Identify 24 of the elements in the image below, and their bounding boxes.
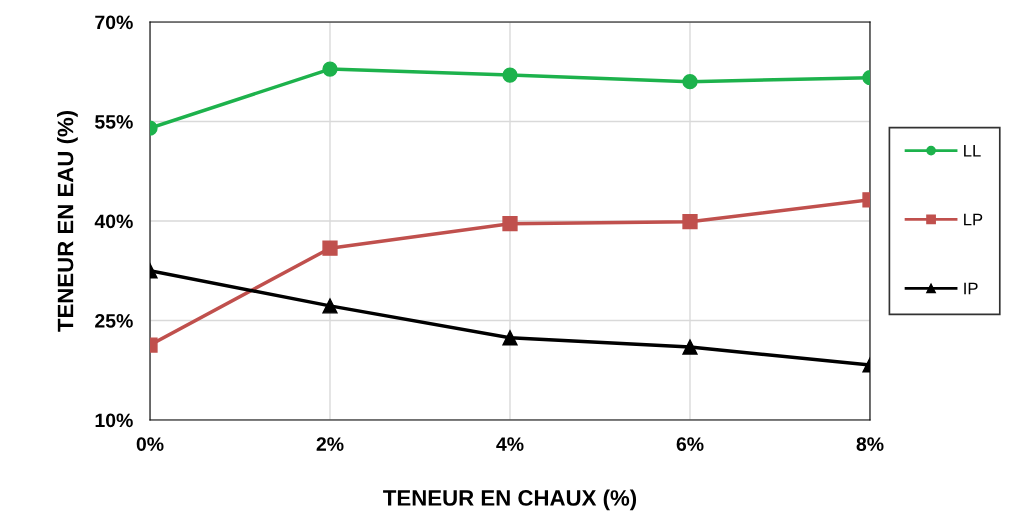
- point: [322, 298, 338, 314]
- legend-label: LL: [964, 144, 981, 157]
- legend-label: IP: [964, 282, 978, 295]
- x-axis-title: TENEUR EN CHAUX (%): [383, 489, 637, 511]
- x-tick-label: 0%: [136, 437, 164, 451]
- legend-label: LP: [964, 213, 983, 226]
- point: [502, 67, 518, 83]
- x-tick-label: 2%: [316, 437, 344, 451]
- y-tick-label: 70%: [95, 15, 133, 30]
- point: [322, 240, 338, 256]
- x-tick-label: 8%: [856, 437, 884, 451]
- x-tick-label: 6%: [676, 437, 704, 451]
- y-axis-title: TENEUR EN EAU (%): [57, 110, 78, 332]
- point: [502, 216, 518, 232]
- point: [322, 61, 338, 77]
- x-tick-label: 4%: [496, 437, 524, 451]
- point: [682, 339, 698, 355]
- y-tick-label: 25%: [95, 313, 133, 328]
- point: [682, 214, 698, 230]
- point: [682, 74, 698, 90]
- point: [502, 330, 518, 346]
- y-tick-label: 55%: [95, 115, 133, 129]
- y-tick-label: 40%: [94, 214, 133, 229]
- y-tick-label: 10%: [95, 413, 133, 428]
